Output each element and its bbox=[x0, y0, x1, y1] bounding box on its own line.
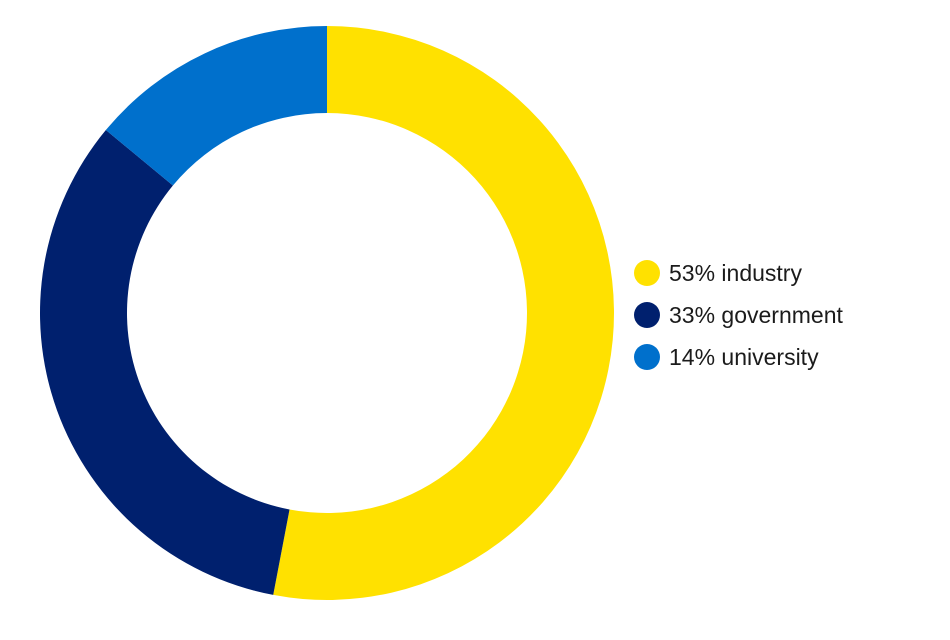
legend-item-government: 33% government bbox=[634, 294, 934, 336]
legend-item-industry: 53% industry bbox=[634, 252, 934, 294]
donut-slice-government bbox=[39, 130, 290, 595]
legend-swatch-government bbox=[634, 302, 660, 328]
donut-slice-industry bbox=[273, 26, 615, 601]
legend-label-government: 33% government bbox=[669, 301, 843, 328]
legend-label-university: 14% university bbox=[669, 343, 819, 370]
legend-item-university: 14% university bbox=[634, 336, 934, 378]
legend-swatch-industry bbox=[634, 260, 660, 286]
legend-swatch-university bbox=[634, 344, 660, 370]
donut-slice-university bbox=[105, 26, 327, 186]
chart-legend: 53% industry 33% government 14% universi… bbox=[634, 252, 934, 378]
legend-label-industry: 53% industry bbox=[669, 259, 802, 286]
